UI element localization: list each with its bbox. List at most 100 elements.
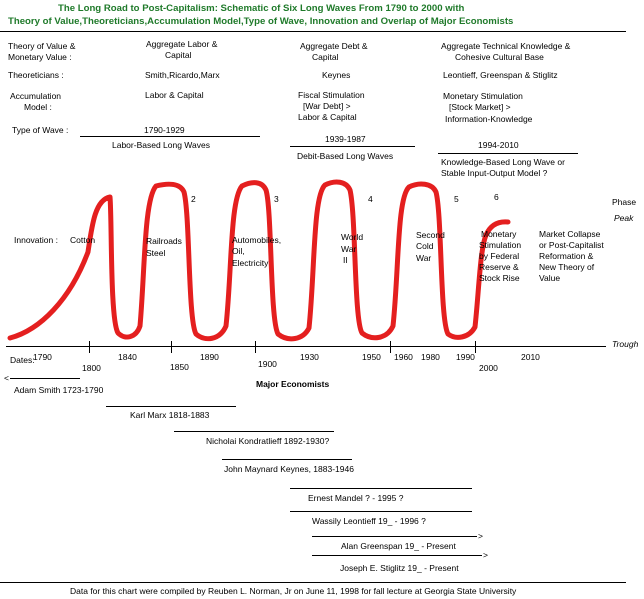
row-label-accumulation-2: Model : bbox=[24, 102, 52, 112]
peak-label: Peak bbox=[614, 213, 634, 223]
knowledge-value-1: Aggregate Technical Knowledge & bbox=[441, 41, 571, 51]
labor-wave-underline bbox=[80, 136, 260, 137]
innovation-wave-4-line-2: War bbox=[341, 244, 357, 254]
innovation-wave-2-line-2: Steel bbox=[146, 248, 166, 258]
innovation-wave-4-line-1: World bbox=[341, 232, 364, 242]
date-1930: 1930 bbox=[300, 352, 319, 362]
economist-bar-keynes bbox=[222, 459, 352, 460]
innovation-wave-5-line-3: War bbox=[416, 253, 432, 263]
future-scenario-line-2: or Post-Capitalist bbox=[539, 240, 604, 250]
economist-bar-mandel bbox=[290, 488, 472, 489]
economist-bar-kondratieff bbox=[174, 431, 334, 432]
innovation-wave-2-line-1: Railroads bbox=[146, 236, 182, 246]
debt-model-2: [War Debt] > bbox=[303, 101, 351, 111]
innovation-wave-4-line-3: II bbox=[343, 255, 348, 265]
date-1890: 1890 bbox=[200, 352, 219, 362]
date-1950: 1950 bbox=[362, 352, 381, 362]
row-label-type-of-wave: Type of Wave : bbox=[12, 125, 69, 135]
debt-theoreticians: Keynes bbox=[322, 70, 351, 80]
axis-tick-1950 bbox=[390, 341, 391, 353]
row-label-theory-value-1: Theory of Value & bbox=[8, 41, 76, 51]
debt-model-1: Fiscal Stimulation bbox=[298, 90, 365, 100]
labor-model: Labor & Capital bbox=[145, 90, 204, 100]
date-1790: 1790 bbox=[33, 352, 52, 362]
date-1980: 1980 bbox=[421, 352, 440, 362]
innovation-wave-5-line-2: Cold bbox=[416, 241, 434, 251]
future-scenario-line-5: Value bbox=[539, 273, 561, 283]
knowledge-wave-type-2: Stable Input-Output Model ? bbox=[441, 168, 548, 178]
future-scenario-line-3: Reformation & bbox=[539, 251, 594, 261]
innovation-wave-6-line-1: Monetary bbox=[481, 229, 517, 239]
diagram-title-line-2: Theory of Value,Theoreticians,Accumulati… bbox=[8, 16, 514, 27]
innovation-wave-6-line-2: Stimulation bbox=[479, 240, 522, 250]
wave-number-5: 5 bbox=[454, 194, 459, 204]
innovation-wave-3-line-1: Automobiles, bbox=[232, 235, 282, 245]
labor-value-1: Aggregate Labor & bbox=[146, 39, 218, 49]
debt-wave-underline bbox=[290, 146, 415, 147]
date-1840: 1840 bbox=[118, 352, 137, 362]
innovation-wave-5-line-1: Second bbox=[416, 230, 445, 240]
knowledge-value-2: Cohesive Cultural Base bbox=[455, 52, 544, 62]
date-1960: 1960 bbox=[394, 352, 413, 362]
economist-smith: Adam Smith 1723-1790 bbox=[14, 385, 104, 395]
economist-bar-greenspan bbox=[312, 536, 477, 537]
economists-heading: Major Economists bbox=[256, 379, 330, 389]
trough-label: Trough bbox=[612, 339, 639, 349]
economist-stiglitz: Joseph E. Stiglitz 19_ - Present bbox=[340, 563, 459, 573]
wave-number-4: 4 bbox=[368, 194, 373, 204]
axis-tick-1800 bbox=[89, 341, 90, 353]
innovation-wave-6-line-5: Stock Rise bbox=[479, 273, 520, 283]
date-1850: 1850 bbox=[170, 362, 189, 372]
economist-bar-marx bbox=[106, 406, 236, 407]
innovation-wave-1: Cotton bbox=[70, 235, 96, 245]
innovation-wave-6-line-3: by Federal bbox=[479, 251, 520, 261]
economist-bar-leontieff bbox=[290, 511, 472, 512]
labor-wave-type: Labor-Based Long Waves bbox=[112, 140, 210, 150]
wave-number-2: 2 bbox=[191, 194, 196, 204]
economist-bar-smith bbox=[10, 378, 80, 379]
economist-leontieff: Wassily Leontieff 19_ - 1996 ? bbox=[312, 516, 426, 526]
economist-marx: Karl Marx 1818-1883 bbox=[130, 410, 210, 420]
time-axis-line bbox=[6, 346, 606, 347]
row-label-accumulation-1: Accumulation bbox=[10, 91, 62, 101]
debt-wave-type: Debit-Based Long Waves bbox=[297, 151, 394, 161]
labor-period: 1790-1929 bbox=[144, 125, 185, 135]
future-scenario-line-1: Market Collapse bbox=[539, 229, 601, 239]
innovation-wave-3-line-2: Oil, bbox=[232, 246, 245, 256]
knowledge-model-1: Monetary Stimulation bbox=[443, 91, 523, 101]
economist-greenspan-arrow: > bbox=[478, 531, 483, 541]
economist-kondratieff: Nicholai Kondratlieff 1892-1930? bbox=[206, 436, 330, 446]
debt-value-2: Capital bbox=[312, 52, 339, 62]
labor-value-2: Capital bbox=[165, 50, 192, 60]
axis-tick-1900 bbox=[255, 341, 256, 353]
date-2010: 2010 bbox=[521, 352, 540, 362]
axis-tick-2000 bbox=[475, 341, 476, 353]
innovation-wave-6-line-4: Reserve & bbox=[479, 262, 519, 272]
dates-label: Dates: bbox=[10, 355, 35, 365]
phase-label: Phase bbox=[612, 197, 637, 207]
debt-model-3: Labor & Capital bbox=[298, 112, 357, 122]
debt-value-1: Aggregate Debt & bbox=[300, 41, 368, 51]
innovation-wave-3-line-3: Electricity bbox=[232, 258, 269, 268]
axis-tick-1850 bbox=[171, 341, 172, 353]
economist-greenspan: Alan Greenspan 19_ - Present bbox=[341, 541, 456, 551]
date-1990: 1990 bbox=[456, 352, 475, 362]
row-label-theory-value-2: Monetary Value : bbox=[8, 52, 72, 62]
knowledge-wave-underline bbox=[438, 153, 578, 154]
knowledge-model-2: [Stock Market] > bbox=[449, 102, 511, 112]
economist-stiglitz-arrow: > bbox=[483, 550, 488, 560]
knowledge-period: 1994-2010 bbox=[478, 140, 519, 150]
future-scenario-line-4: New Theory of bbox=[539, 262, 595, 272]
economist-bar-stiglitz bbox=[312, 555, 482, 556]
knowledge-wave-type-1: Knowledge-Based Long Wave or bbox=[441, 157, 565, 167]
date-1900: 1900 bbox=[258, 359, 277, 369]
long-wave-path bbox=[7, 179, 511, 342]
knowledge-model-3: Information-Knowledge bbox=[445, 114, 533, 124]
date-2000: 2000 bbox=[479, 363, 498, 373]
footer-note: Data for this chart were compiled by Reu… bbox=[70, 586, 517, 596]
date-1800: 1800 bbox=[82, 363, 101, 373]
economist-mandel: Ernest Mandel ? - 1995 ? bbox=[308, 493, 404, 503]
economist-keynes: John Maynard Keynes, 1883-1946 bbox=[224, 464, 354, 474]
row-label-theoreticians: Theoreticians : bbox=[8, 70, 64, 80]
